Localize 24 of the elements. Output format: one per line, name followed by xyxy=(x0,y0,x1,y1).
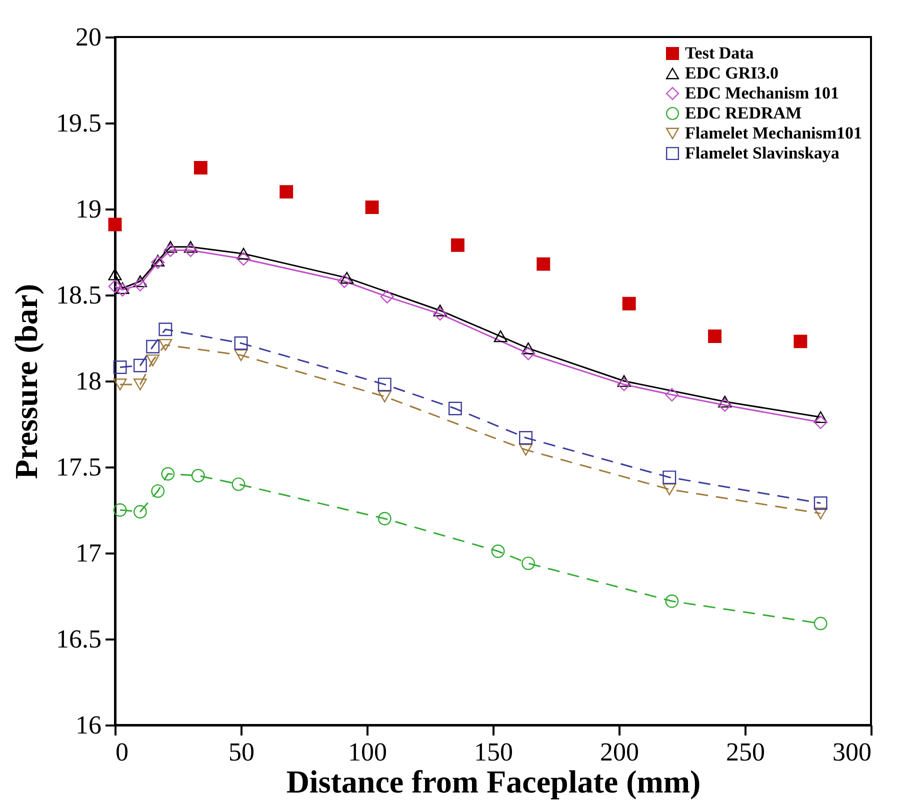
legend-label: EDC Mechanism 101 xyxy=(685,84,839,102)
legend-label: Flamelet Mechanism101 xyxy=(685,124,862,142)
y-tick-label: 16 xyxy=(76,710,102,740)
y-tick-label: 20 xyxy=(76,22,102,52)
y-tick-label: 18 xyxy=(76,366,102,396)
y-tick-label: 16.5 xyxy=(56,624,102,654)
legend-label: EDC REDRAM xyxy=(685,104,802,122)
x-tick-label: 50 xyxy=(228,738,254,766)
x-axis-title: Distance from Faceplate (mm) xyxy=(286,764,701,800)
y-tick-label: 18.5 xyxy=(56,280,102,310)
x-tick-label: 0 xyxy=(116,738,128,766)
x-tick-label: 100 xyxy=(348,738,387,766)
x-tick-label: 250 xyxy=(726,738,765,766)
x-tick-label: 300 xyxy=(832,738,872,766)
x-tick-label: 200 xyxy=(600,738,639,766)
legend-label: Test Data xyxy=(685,44,754,62)
x-tick-label: 150 xyxy=(474,738,513,766)
legend-label: Flamelet Slavinskaya xyxy=(685,144,840,162)
y-tick-label: 17.5 xyxy=(56,452,102,482)
y-axis-title: Pressure (bar) xyxy=(8,284,44,480)
y-tick-label: 19.5 xyxy=(56,108,102,138)
y-tick-label: 19 xyxy=(76,194,102,224)
y-tick-label: 17 xyxy=(76,538,102,568)
legend-label: EDC GRI3.0 xyxy=(685,64,779,82)
